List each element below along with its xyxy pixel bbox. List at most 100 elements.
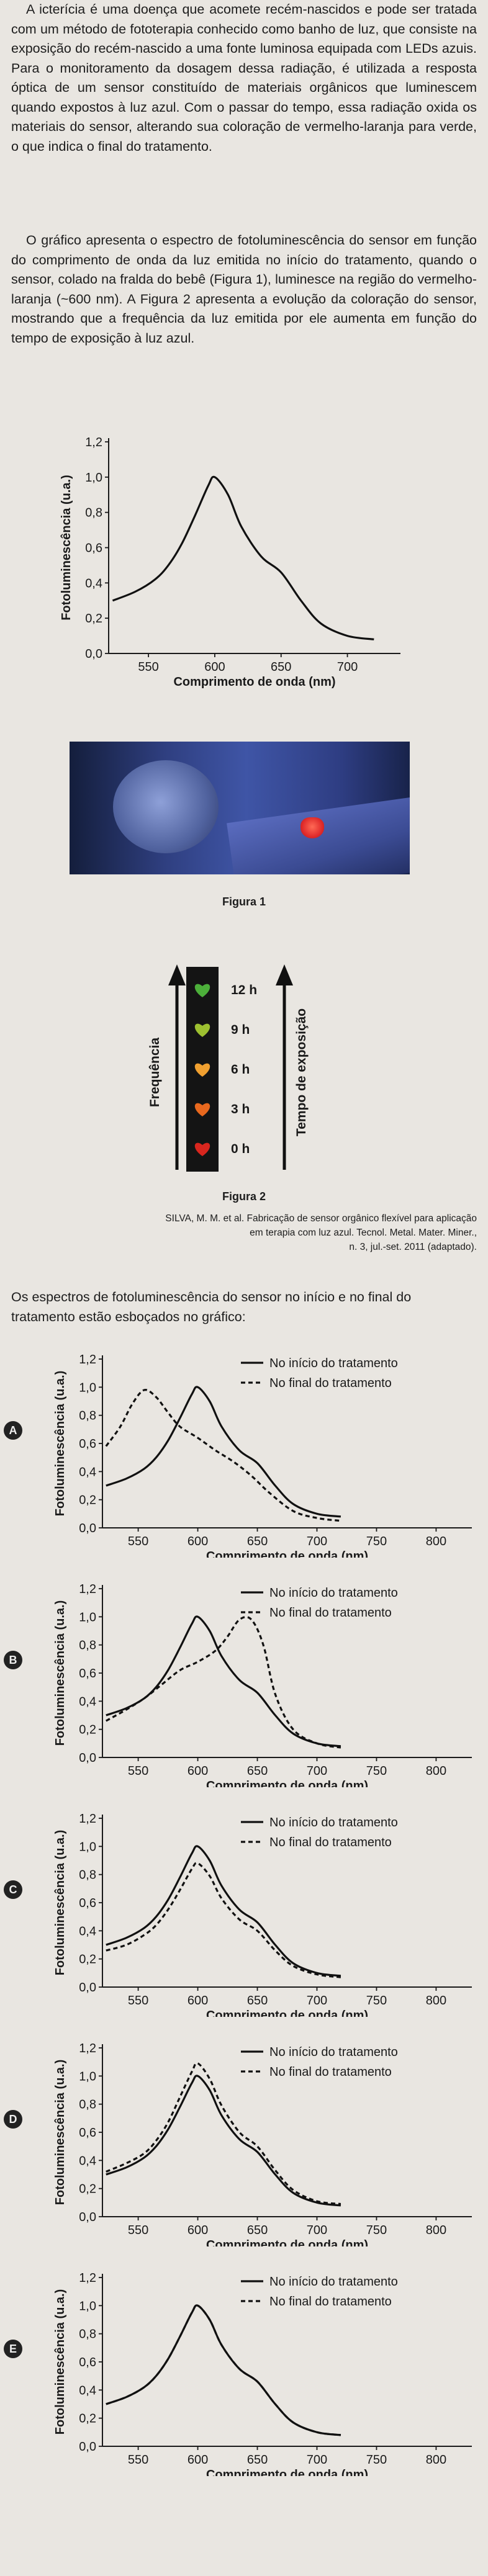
question-intro: Os espectros de fotoluminescência do sen… (11, 1290, 412, 1324)
y-tick-label: 1,2 (79, 1353, 96, 1367)
x-tick-label: 650 (247, 1764, 268, 1778)
x-tick-label: 600 (204, 660, 225, 674)
y-axis-title: Fotoluminescência (u.a.) (53, 2289, 67, 2435)
time-label-2: 6 h (231, 1062, 250, 1077)
y-tick-label: 0,4 (79, 2154, 96, 2168)
option-c-chart: 0,0 0,2 0,4 0,6 0,8 1,0 1,2 550 600 650 700 750 800 C… (53, 1812, 472, 2017)
legend-label: No final do tratamento (269, 1376, 392, 1390)
series-line-final (106, 2304, 341, 2436)
x-tick-label: 600 (188, 2453, 208, 2467)
series-line-initial (106, 1386, 341, 1518)
y-tick-label: 1,2 (85, 436, 102, 449)
legend-label: No início do tratamento (269, 2275, 398, 2289)
option-a-chart: 0,0 0,2 0,4 0,6 0,8 1,0 1,2 550 600 650 700 750 800 C… (53, 1353, 472, 1558)
legend-label: No início do tratamento (269, 2045, 398, 2059)
x-tick-label: 800 (426, 1535, 446, 1548)
frequency-arrow-head (168, 964, 186, 985)
source-line-3: n. 3, jul.-set. 2011 (adaptado). (349, 1242, 477, 1252)
x-tick-label: 550 (128, 1535, 148, 1548)
x-axis-title: Comprimento de onda (nm) (206, 1779, 368, 1787)
time-arrow-head (276, 964, 293, 985)
series-line-initial (106, 2304, 341, 2436)
x-tick-label: 600 (188, 1764, 208, 1778)
legend-label: No início do tratamento (269, 1586, 398, 1600)
y-tick-label: 0,6 (85, 542, 102, 555)
y-tick-label: 0,0 (79, 2440, 96, 2454)
y-tick-label: 0,0 (79, 1522, 96, 1535)
source-citation: SILVA, M. M. et al. Fabricação de sensor… (12, 1211, 477, 1254)
x-tick-label: 750 (366, 1535, 387, 1548)
time-label-1: 9 h (231, 1023, 250, 1037)
y-tick-label: 0,2 (85, 612, 102, 626)
y-tick-label: 1,0 (79, 2070, 96, 2083)
legend-label: No final do tratamento (269, 2065, 392, 2079)
y-tick-label: 1,2 (79, 1812, 96, 1826)
x-tick-label: 800 (426, 1764, 446, 1778)
y-tick-label: 0,4 (79, 1695, 96, 1708)
spectrum-chart-main: 0,0 0,2 0,4 0,6 0,8 1,0 1,2 550 600 650 700Comprim… (60, 436, 400, 689)
y-tick-label: 0,2 (79, 2183, 96, 2196)
figure-2-diagram: Frequência Tempo de exposição 12 h 9 h 6 h 3 … (148, 964, 309, 1172)
y-tick-label: 0,2 (79, 2412, 96, 2426)
sensor-heart-icon (194, 1023, 210, 1037)
y-tick-label: 0,2 (79, 1723, 96, 1737)
sensor-heart-icon (194, 1103, 210, 1116)
y-tick-label: 0,8 (79, 2328, 96, 2341)
y-tick-label: 0,0 (79, 1751, 96, 1765)
x-tick-label: 750 (366, 1994, 387, 2008)
y-tick-label: 1,0 (79, 1610, 96, 1624)
y-tick-label: 0,4 (79, 2384, 96, 2397)
x-tick-label: 700 (307, 1535, 327, 1548)
y-tick-label: 0,8 (79, 1639, 96, 1653)
legend-label: No início do tratamento (269, 1816, 398, 1829)
x-tick-label: 700 (307, 1764, 327, 1778)
sensor-heart-icon (194, 1063, 210, 1077)
figure-2-caption: Figura 2 (222, 1190, 266, 1203)
y-tick-label: 0,0 (85, 647, 102, 661)
graph-description-paragraph: O gráfico apresenta o espectro de fotolu… (11, 233, 477, 346)
time-label-0: 12 h (231, 983, 257, 997)
figure-1-caption: Figura 1 (222, 895, 266, 908)
x-tick-label: 650 (247, 1994, 268, 2008)
y-tick-label: 1,0 (79, 1381, 96, 1394)
series-line-final (105, 1389, 341, 1522)
x-tick-label: 550 (128, 1764, 148, 1778)
x-tick-label: 650 (271, 660, 291, 674)
y-tick-label: 1,2 (79, 1582, 96, 1596)
y-tick-label: 0,6 (79, 1667, 96, 1681)
y-tick-label: 0,4 (85, 577, 102, 590)
y-tick-label: 0,8 (79, 2098, 96, 2112)
y-tick-label: 0,6 (79, 1896, 96, 1910)
option-e-label[interactable]: E (4, 2340, 22, 2358)
x-tick-label: 800 (426, 2224, 446, 2237)
x-tick-label: 700 (307, 2453, 327, 2467)
series-line-final (106, 1862, 341, 1978)
y-tick-label: 1,0 (79, 2299, 96, 2313)
x-tick-label: 550 (128, 2224, 148, 2237)
y-tick-label: 1,2 (79, 2271, 96, 2285)
y-tick-label: 0,8 (79, 1869, 96, 1882)
sensor-heart (300, 817, 324, 838)
y-tick-label: 0,6 (79, 2126, 96, 2140)
y-tick-label: 0,8 (79, 1409, 96, 1423)
legend-label: No final do tratamento (269, 1836, 392, 1849)
x-tick-label: 650 (247, 1535, 268, 1548)
option-c-label[interactable]: C (4, 1880, 22, 1899)
legend-label: No início do tratamento (269, 1357, 398, 1370)
series-line-initial (112, 475, 374, 640)
y-tick-label: 0,4 (79, 1924, 96, 1938)
option-a-label[interactable]: A (4, 1421, 22, 1440)
series-line-initial (106, 2075, 341, 2207)
series-line-initial (106, 1845, 341, 1977)
option-b-label[interactable]: B (4, 1651, 22, 1669)
intro-paragraph: A icterícia é uma doença que acomete rec… (11, 2, 477, 154)
y-tick-label: 1,0 (85, 471, 102, 485)
y-tick-label: 0,2 (79, 1953, 96, 1967)
option-d-label[interactable]: D (4, 2110, 22, 2129)
x-axis-title: Comprimento de onda (nm) (206, 2468, 368, 2476)
y-tick-label: 0,0 (79, 1981, 96, 1995)
source-line-2: em terapia com luz azul. Tecnol. Metal. … (250, 1227, 477, 1238)
x-tick-label: 600 (188, 2224, 208, 2237)
y-tick-label: 0,2 (79, 1494, 96, 1507)
baby-head (113, 760, 219, 853)
